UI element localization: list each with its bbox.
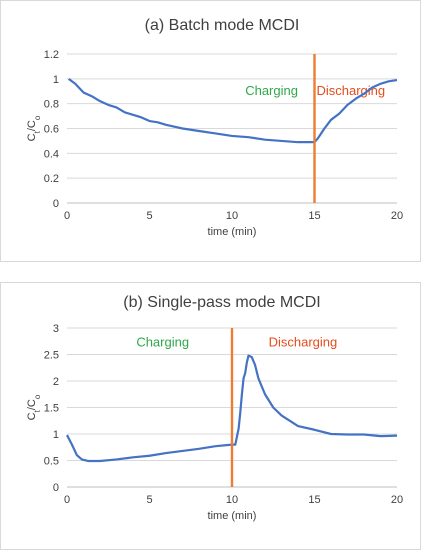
chart-b-x-tick-label: 10 [226,494,238,506]
chart-a-annotation: Charging [245,83,298,98]
chart-a-y-tick-label: 1 [53,74,59,86]
chart-b-annotation: Charging [136,334,189,349]
chart-a-annotation: Discharging [316,83,385,98]
chart-b-y-axis-label: Ct/Co [26,394,42,420]
chart-b-x-tick-label: 15 [308,494,320,506]
chart-b-y-tick-label: 2 [53,376,59,388]
chart-a-y-tick-label: 0.8 [44,99,59,111]
chart-b-y-tick-label: 2.5 [44,350,59,362]
chart-b-y-tick-label: 1.5 [44,403,59,415]
chart-b-y-tick-label: 3 [53,323,59,335]
chart-b-y-tick-label: 0 [53,482,59,494]
chart-b-y-tick-label: 0.5 [44,456,59,468]
chart-a-x-tick-label: 15 [308,210,320,222]
chart-b-annotation: Discharging [269,334,338,349]
chart-a-y-tick-label: 0.4 [44,148,59,160]
chart-a-y-tick-label: 0.2 [44,173,59,185]
chart-a-y-tick-label: 0.6 [44,124,59,136]
chart-b-x-tick-label: 5 [146,494,152,506]
chart-a-x-tick-label: 20 [391,210,403,222]
chart-panel-a: (a) Batch mode MCDI 0 0.2 0.4 0.6 0.8 1 1.2 0 5 10… [0,0,421,262]
chart-panel-b: (b) Single-pass mode MCDI 0 0.5 1 1.5 2 2.5 3 0 5… [0,282,421,550]
chart-b-series-line [66,354,398,463]
chart-b-x-axis-label: time (min) [208,510,257,522]
chart-b-x-tick-label: 0 [64,494,70,506]
chart-b-x-tick-label: 20 [391,494,403,506]
chart-a-series-line [67,77,398,144]
chart-a-x-axis-label: time (min) [208,226,257,238]
chart-a-x-tick-label: 10 [226,210,238,222]
chart-a-x-tick-label: 5 [146,210,152,222]
chart-a-y-tick-label: 1.2 [44,49,59,61]
chart-a-y-axis-label: Ct/Co [26,115,42,141]
chart-b-svg: (b) Single-pass mode MCDI 0 0.5 1 1.5 2 2.5 3 0 5… [26,294,403,522]
chart-b-title: (b) Single-pass mode MCDI [123,294,320,311]
chart-a-x-tick-label: 0 [64,210,70,222]
chart-a-title: (a) Batch mode MCDI [145,17,300,34]
chart-a-y-tick-label: 0 [53,198,59,210]
chart-b-y-tick-label: 1 [53,429,59,441]
chart-a-svg: (a) Batch mode MCDI 0 0.2 0.4 0.6 0.8 1 1.2 0 5 10… [26,17,403,238]
